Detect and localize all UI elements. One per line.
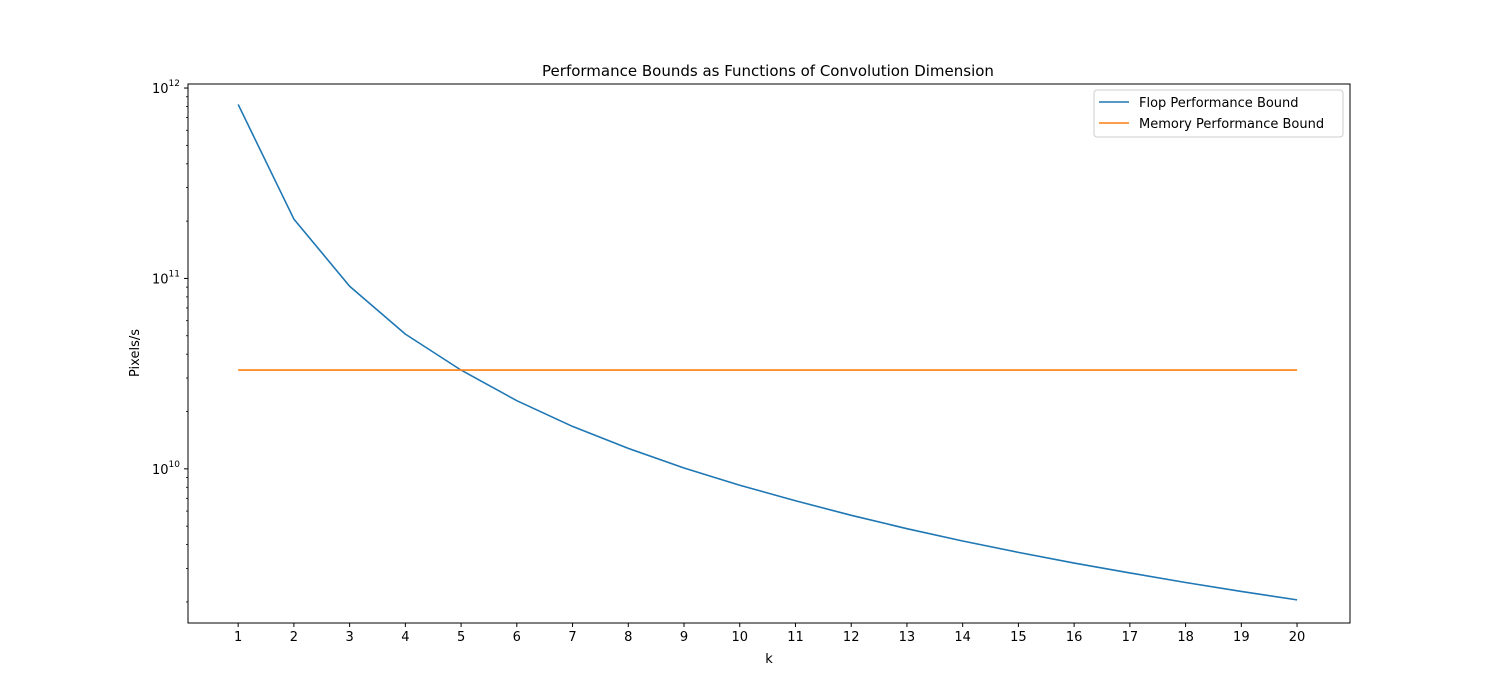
x-tick-label: 13: [899, 630, 916, 645]
x-tick-label: 17: [1122, 630, 1139, 645]
x-tick-label: 15: [1010, 630, 1027, 645]
y-axis-label: Pixels/s: [128, 329, 143, 377]
x-tick-label: 6: [513, 630, 521, 645]
plot-series: [237, 104, 1298, 601]
x-tick-label: 7: [568, 630, 576, 645]
x-tick-label: 11: [787, 630, 804, 645]
legend-box: [1093, 89, 1344, 138]
x-tick-label: 5: [457, 630, 465, 645]
x-tick-label: 4: [401, 630, 409, 645]
x-tick-label: 20: [1289, 630, 1306, 645]
x-axis-label: k: [765, 652, 773, 667]
x-tick-label: 18: [1177, 630, 1194, 645]
y-tick-label: 1010: [152, 460, 180, 478]
x-tick-label: 12: [843, 630, 860, 645]
x-tick-label: 19: [1233, 630, 1250, 645]
plot-area-frame: [187, 83, 1351, 624]
x-tick-label: 16: [1066, 630, 1083, 645]
x-axis-ticks: 1 2 3 4 5 6 7 8 9 10 11 12 13 14 15 16 17 18 19 20: [234, 623, 1305, 645]
legend-label: Flop Performance Bound: [1139, 96, 1299, 111]
legend-label: Memory Performance Bound: [1139, 117, 1324, 132]
x-tick-label: 8: [624, 630, 632, 645]
series-line-0: [237, 104, 1298, 601]
x-tick-label: 1: [234, 630, 242, 645]
y-tick-label: 1011: [152, 269, 180, 287]
x-tick-label: 2: [290, 630, 298, 645]
x-tick-label: 14: [954, 630, 971, 645]
x-tick-label: 10: [731, 630, 748, 645]
chart-title: Performance Bounds as Functions of Convo…: [542, 62, 994, 80]
y-tick-label: 1012: [152, 79, 180, 97]
x-tick-label: 3: [345, 630, 353, 645]
x-tick-label: 9: [680, 630, 688, 645]
legend: Flop Performance Bound Memory Performance…: [1093, 89, 1344, 138]
y-axis-ticks: 1010 1011 1012: [152, 79, 188, 478]
